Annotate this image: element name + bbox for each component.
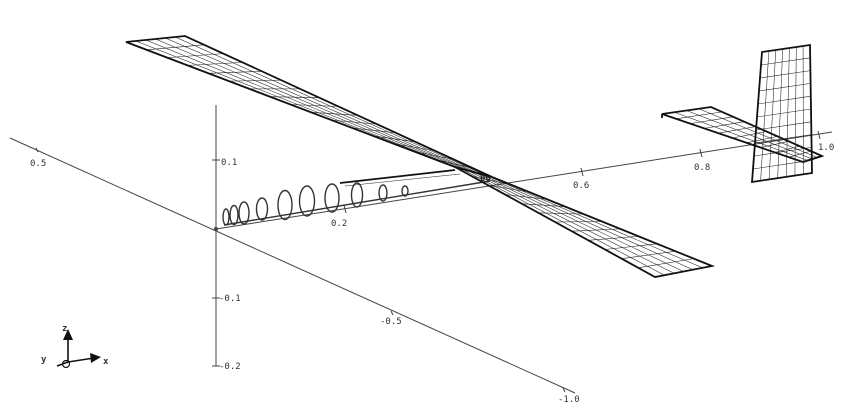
main-wing: [126, 36, 712, 277]
vertical-stabilizer: [752, 45, 812, 182]
horizontal-stabilizer: [662, 107, 822, 162]
x-tick-label-0: 0.2: [331, 219, 347, 229]
x-tick-label-1: 0.6: [573, 181, 589, 191]
triad-y-label: y: [41, 355, 47, 365]
z-tick-label-2: -0.2: [219, 362, 241, 372]
fuselage-ring: [257, 198, 268, 220]
z-axis: [212, 105, 220, 366]
fuselage-boom: [224, 181, 490, 225]
fuselage-ring: [223, 209, 229, 225]
x-axis: [216, 131, 832, 229]
fuselage-ring: [230, 206, 238, 225]
y-tick-label-2: -1.0: [558, 395, 580, 405]
y-tick-label-1: -0.5: [380, 317, 402, 327]
origin-point: [214, 227, 218, 231]
fuselage-ring: [239, 202, 249, 224]
fuselage-rings: [223, 183, 408, 225]
y-tick-label-0: 0.5: [30, 159, 46, 169]
triad-x-label: x: [103, 357, 109, 367]
triad-z-label: z: [62, 324, 67, 334]
fuselage: [223, 181, 490, 225]
z-tick-label-1: -0.1: [219, 294, 241, 304]
x-tick-label-3: 1.0: [818, 143, 834, 153]
orientation-triad: z y x: [41, 324, 109, 368]
x-tick-label-2: 0.8: [694, 163, 710, 173]
z-tick-label-0: 0.1: [221, 158, 237, 168]
